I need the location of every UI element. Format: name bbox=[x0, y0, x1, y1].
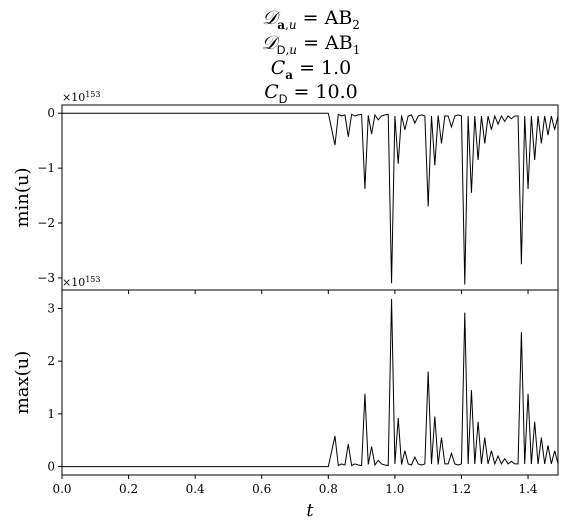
max-series-line bbox=[62, 298, 559, 468]
max-xtick-label: 0.6 bbox=[252, 482, 271, 496]
max-offset-text: ×10153 bbox=[62, 275, 101, 289]
title-line-1: 𝒟a,u = AB2 bbox=[262, 7, 360, 32]
min-ylabel: min(u) bbox=[12, 167, 33, 227]
max-xtick-label: 0.0 bbox=[52, 482, 71, 496]
max-ytick-label: 1 bbox=[47, 407, 55, 421]
max-xlabel: t bbox=[306, 500, 314, 521]
max-ytick-label: 0 bbox=[47, 460, 55, 474]
title-line-2: 𝒟D,u = AB1 bbox=[262, 32, 361, 57]
title-line-4: CD = 10.0 bbox=[264, 81, 358, 106]
max-xtick-label: 1.0 bbox=[385, 482, 404, 496]
max-ylabel: max(u) bbox=[12, 351, 33, 415]
min-ytick-label: −1 bbox=[37, 161, 55, 175]
max-ytick-label: 3 bbox=[47, 301, 55, 315]
min-series-line bbox=[62, 112, 559, 285]
max-panel: 0 1 2 3 0.0 0.2 0.4 0.6 0.8 1.0 1.2 1.4 max(u) ×10153… bbox=[12, 275, 559, 521]
max-ytick-label: 2 bbox=[47, 354, 55, 368]
min-offset-text: ×10153 bbox=[62, 90, 101, 104]
max-xtick-label: 0.4 bbox=[186, 482, 205, 496]
max-xtick-label: 0.8 bbox=[319, 482, 338, 496]
max-xtick-label: 1.4 bbox=[518, 482, 537, 496]
max-xtick-label: 0.2 bbox=[119, 482, 138, 496]
min-ytick-label: −3 bbox=[37, 271, 55, 285]
max-axes-frame bbox=[61, 289, 559, 476]
max-xtick-label: 1.2 bbox=[452, 482, 471, 496]
figure-title: 𝒟a,u = AB2 𝒟D,u = AB1 Ca = 1.0 CD = 10.0 bbox=[262, 7, 361, 106]
title-line-3: Ca = 1.0 bbox=[271, 57, 352, 82]
min-ytick-label: −2 bbox=[37, 216, 55, 230]
min-ytick-label: 0 bbox=[47, 106, 55, 120]
